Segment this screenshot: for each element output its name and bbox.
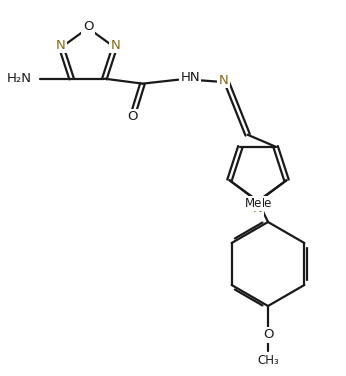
Text: O: O: [83, 21, 93, 33]
Text: N: N: [111, 39, 120, 52]
Text: O: O: [127, 110, 138, 123]
Text: Me: Me: [245, 197, 262, 210]
Text: H₂N: H₂N: [7, 72, 31, 85]
Text: N: N: [219, 74, 228, 87]
Text: N: N: [55, 39, 65, 52]
Text: Me: Me: [255, 197, 272, 210]
Text: HN: HN: [181, 71, 200, 84]
Text: CH₃: CH₃: [257, 353, 279, 367]
Text: N: N: [253, 203, 263, 215]
Text: O: O: [263, 329, 273, 341]
